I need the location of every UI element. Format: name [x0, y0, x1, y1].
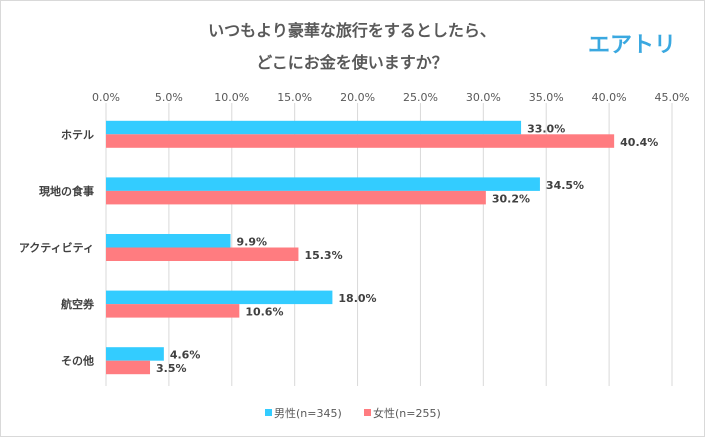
bar-male: [106, 290, 333, 305]
x-tick-label: 40.0%: [592, 91, 627, 104]
x-tick-label: 5.0%: [155, 91, 183, 104]
data-label: 40.4%: [620, 136, 658, 149]
bar-female: [106, 134, 615, 148]
bar-female: [106, 247, 299, 261]
bar-male: [106, 120, 522, 135]
category-label: 航空券: [61, 297, 95, 311]
bar-female: [106, 304, 240, 318]
data-label: 9.9%: [237, 236, 268, 249]
data-label: 4.6%: [170, 349, 201, 362]
bar-male: [106, 177, 540, 191]
category-label: ホテル: [61, 128, 94, 141]
bar-male: [106, 347, 164, 361]
data-label: 15.3%: [304, 249, 342, 262]
data-label: 33.0%: [527, 122, 565, 135]
data-label: 30.2%: [492, 192, 530, 205]
x-tick-label: 0.0%: [92, 91, 120, 104]
x-tick-label: 25.0%: [403, 91, 438, 104]
x-tick-label: 20.0%: [340, 91, 375, 104]
category-label: 現地の食事: [39, 184, 94, 198]
chart-title-line-1: いつもより豪華な旅行をするとしたら、: [208, 21, 496, 40]
legend-swatch: [265, 409, 272, 416]
legend-label: 女性(n=255): [373, 406, 441, 420]
bar-female: [106, 360, 151, 375]
category-label: アクティビティ: [19, 241, 94, 255]
x-tick-label: 35.0%: [529, 91, 564, 104]
data-label: 18.0%: [338, 292, 376, 305]
bar-female: [106, 190, 486, 205]
data-label: 10.6%: [245, 306, 283, 319]
logo: エアトリ: [588, 33, 676, 58]
x-tick-label: 30.0%: [466, 91, 501, 104]
chart-title-line-2: どこにお金を使いますか？: [256, 53, 448, 72]
x-tick-label: 15.0%: [277, 91, 312, 104]
category-label: その他: [61, 354, 94, 368]
data-label: 3.5%: [156, 362, 187, 375]
legend-label: 男性(n=345): [274, 406, 342, 420]
x-tick-label: 45.0%: [655, 91, 690, 104]
data-label: 34.5%: [546, 179, 584, 192]
x-tick-label: 10.0%: [214, 91, 249, 104]
legend-swatch: [364, 409, 371, 416]
bar-male: [106, 234, 231, 248]
